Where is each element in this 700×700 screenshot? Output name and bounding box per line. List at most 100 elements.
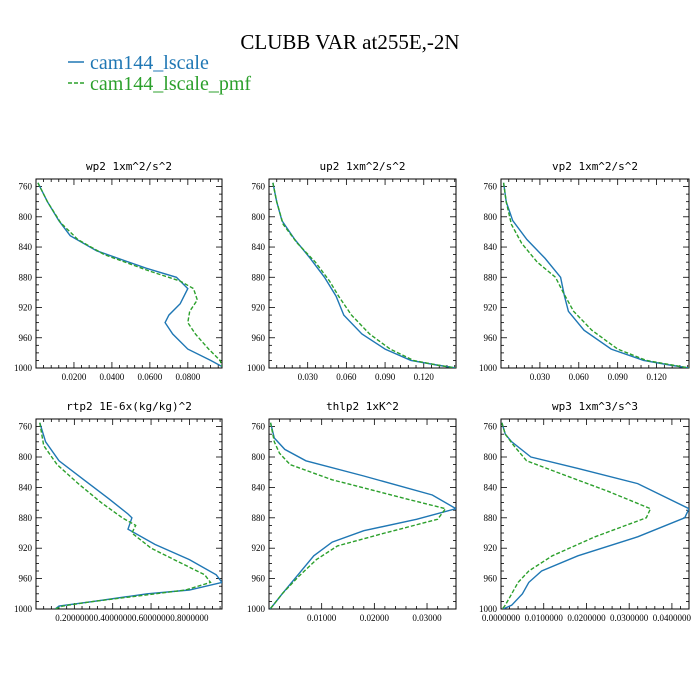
- x-tick-label: 0.6000000: [132, 613, 171, 623]
- y-tick-label: 1000: [247, 363, 266, 373]
- x-tick-label: 0.0400000: [653, 613, 692, 623]
- y-tick-label: 760: [252, 182, 266, 192]
- y-tick-label: 960: [484, 333, 498, 343]
- y-tick-label: 960: [19, 574, 33, 584]
- panel-3: vp2 1xm^2/s^2 760 800 840 880 920 960 1000 0.030…: [479, 160, 690, 382]
- x-tick-label: 0.090: [608, 372, 629, 382]
- y-tick-label: 760: [252, 422, 266, 432]
- series-line-cam144-lscale: [272, 182, 456, 368]
- panel-6: wp3 1xm^3/s^3 760 800 840 880 920 960 10000.000…: [479, 400, 692, 623]
- y-tick-label: 880: [484, 272, 498, 282]
- panel-2: up2 1xm^2/s^2 760 800 840 880 920 960 1000 0.030…: [247, 160, 457, 382]
- y-tick-label: 840: [484, 242, 498, 252]
- y-tick-label: 760: [484, 182, 498, 192]
- y-tick-label: 920: [252, 303, 266, 313]
- legend-item-1: cam144_lscale: [68, 52, 209, 74]
- panel-frame: [500, 178, 690, 369]
- y-tick-label: 760: [19, 422, 33, 432]
- series-line-cam144-lscale: [269, 422, 456, 609]
- y-tick-label: 840: [252, 242, 266, 252]
- y-tick-label: 960: [252, 333, 266, 343]
- x-tick-label: 0.02000: [360, 613, 390, 623]
- legend-item-2: cam144_lscale_pmf: [68, 73, 251, 95]
- legend-label-1: cam144_lscale: [90, 52, 209, 74]
- series-line-cam144-lscale-pmf: [502, 182, 689, 368]
- x-tick-label: 0.0000000: [482, 613, 521, 623]
- series-line-cam144-lscale-pmf: [269, 422, 447, 609]
- y-tick-label: 960: [252, 574, 266, 584]
- y-tick-label: 1000: [14, 363, 33, 373]
- y-tick-label: 880: [484, 513, 498, 523]
- legend-label-2: cam144_lscale_pmf: [90, 73, 251, 95]
- series-line-cam144-lscale: [502, 182, 689, 368]
- panel-4: rtp2 1E-6x(kg/kg)^2 760 800 840 880 920 960 100…: [14, 400, 223, 623]
- y-tick-label: 840: [19, 242, 33, 252]
- x-tick-label: 0.0200000: [567, 613, 606, 623]
- y-tick-label: 800: [484, 212, 498, 222]
- series-line-cam144-lscale-pmf: [501, 422, 652, 609]
- panel-frame: [35, 418, 223, 610]
- panel-frame: [35, 178, 223, 369]
- x-tick-label: 0.060: [569, 372, 590, 382]
- x-tick-label: 0.4000000: [94, 613, 133, 623]
- series-line-cam144-lscale: [39, 422, 222, 609]
- series-line-cam144-lscale-pmf: [272, 182, 456, 368]
- y-tick-label: 840: [19, 482, 33, 492]
- y-tick-label: 840: [484, 482, 498, 492]
- x-tick-label: 0.060: [336, 372, 357, 382]
- series-line-cam144-lscale: [37, 182, 222, 368]
- y-tick-label: 880: [252, 272, 266, 282]
- y-tick-label: 1000: [479, 604, 498, 614]
- y-tick-label: 880: [19, 513, 33, 523]
- panel-title: up2 1xm^2/s^2: [319, 160, 405, 173]
- figure-title: CLUBB VAR at255E,-2N: [240, 30, 459, 54]
- y-tick-label: 960: [19, 333, 33, 343]
- y-tick-label: 760: [484, 422, 498, 432]
- y-tick-label: 1000: [247, 604, 266, 614]
- y-tick-label: 880: [19, 272, 33, 282]
- x-tick-label: 0.0400: [100, 372, 125, 382]
- panel-title: wp3 1xm^3/s^3: [552, 400, 638, 413]
- x-tick-label: 0.0200: [62, 372, 87, 382]
- legend: cam144_lscale cam144_lscale_pmf: [68, 52, 251, 95]
- x-tick-label: 0.8000000: [170, 613, 209, 623]
- panel-title: wp2 1xm^2/s^2: [86, 160, 172, 173]
- series-line-cam144-lscale: [501, 422, 689, 609]
- x-tick-label: 0.030: [298, 372, 319, 382]
- y-tick-label: 920: [484, 303, 498, 313]
- x-tick-label: 0.0800: [175, 372, 200, 382]
- x-tick-label: 0.0300000: [610, 613, 649, 623]
- y-tick-label: 920: [19, 303, 33, 313]
- y-tick-label: 800: [19, 212, 33, 222]
- panel-frame: [268, 178, 457, 369]
- panel-title: vp2 1xm^2/s^2: [552, 160, 638, 173]
- series-line-cam144-lscale-pmf: [37, 182, 222, 367]
- x-tick-label: 0.090: [375, 372, 396, 382]
- x-tick-label: 0.030: [530, 372, 551, 382]
- panel-frame: [268, 418, 457, 610]
- panel-1: wp2 1xm^2/s^2 760 800 840 880 920 960 1000 0.020…: [14, 160, 223, 382]
- y-tick-label: 760: [19, 182, 33, 192]
- x-tick-label: 0.120: [646, 372, 667, 382]
- x-tick-label: 0.0600: [138, 372, 163, 382]
- y-tick-label: 840: [252, 482, 266, 492]
- panel-5: thlp2 1xK^2 760 800 840 880 920 960 1000 0.01000…: [247, 400, 457, 623]
- y-tick-label: 800: [484, 452, 498, 462]
- x-tick-label: 0.2000000: [55, 613, 94, 623]
- panel-frame: [500, 418, 690, 610]
- y-tick-label: 960: [484, 574, 498, 584]
- x-tick-label: 0.03000: [412, 613, 442, 623]
- x-tick-label: 0.0100000: [525, 613, 564, 623]
- panel-title: thlp2 1xK^2: [326, 400, 399, 413]
- y-tick-label: 800: [19, 452, 33, 462]
- x-tick-label: 0.01000: [307, 613, 337, 623]
- y-tick-label: 800: [252, 212, 266, 222]
- panel-title: rtp2 1E-6x(kg/kg)^2: [66, 400, 192, 413]
- y-tick-label: 1000: [14, 604, 33, 614]
- y-tick-label: 920: [252, 543, 266, 553]
- y-tick-label: 920: [19, 543, 33, 553]
- y-tick-label: 800: [252, 452, 266, 462]
- y-tick-label: 880: [252, 513, 266, 523]
- y-tick-label: 1000: [479, 363, 498, 373]
- series-line-cam144-lscale-pmf: [39, 422, 212, 609]
